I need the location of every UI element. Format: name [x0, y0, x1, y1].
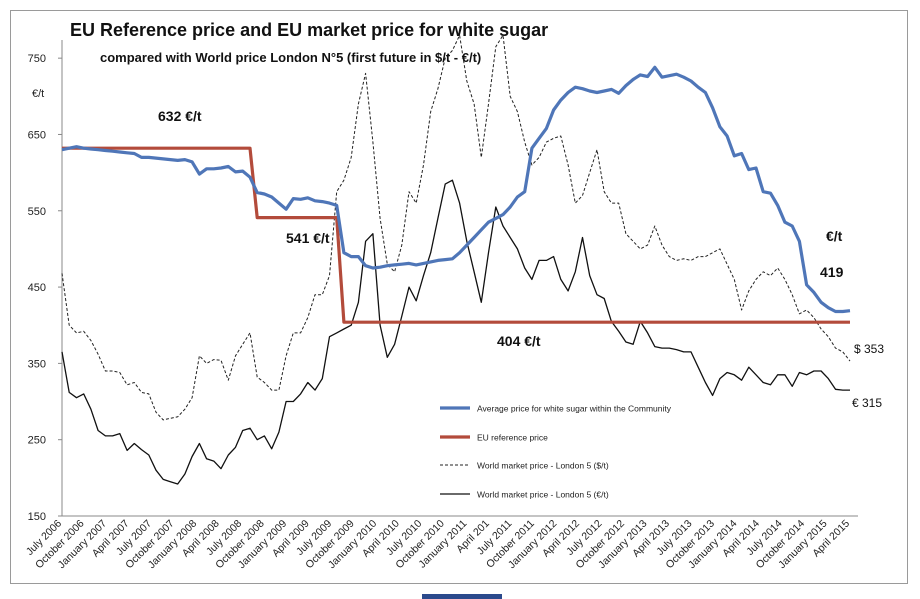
y-tick-labels: 150 250 350 450 550 650 750	[28, 53, 62, 523]
legend-label-1: EU reference price	[477, 433, 548, 443]
series-line-0	[61, 65, 851, 314]
legend-label-3: World market price - London 5 (€/t)	[477, 490, 609, 500]
y-tick-label: 750	[28, 53, 46, 65]
y-tick-label: 250	[28, 435, 46, 447]
y-tick-label: 350	[28, 358, 46, 370]
y-tick-label: 450	[28, 282, 46, 294]
legend-label-2: World market price - London 5 ($/t)	[477, 461, 609, 471]
series-line-1	[62, 146, 850, 324]
y-tick-label: 150	[28, 511, 46, 523]
legend: Average price for white sugar within the…	[440, 404, 672, 500]
chart-subtitle: compared with World price London N°5 (fi…	[100, 50, 482, 65]
y-tick-label: 650	[28, 129, 46, 141]
annotation-ref-632: 632 €/t	[158, 108, 202, 124]
grid-lines	[61, 40, 858, 517]
annotation-eur-end-value: € 315	[852, 396, 883, 410]
legend-label-0: Average price for white sugar within the…	[477, 404, 672, 414]
y-tick-label: 550	[28, 206, 46, 218]
annotation-ref-404: 404 €/t	[497, 333, 541, 349]
annotation-usd-end-value: $ 353	[854, 342, 885, 356]
series-line-3	[61, 179, 850, 485]
bottom-accent-bar	[422, 594, 502, 599]
annotation-ref-541: 541 €/t	[286, 230, 330, 246]
annotation-unit-right: €/t	[826, 228, 843, 244]
series-line-2	[61, 34, 851, 421]
series-lines	[61, 34, 851, 485]
chart-frame	[10, 10, 908, 584]
y-axis-unit-label: €/t	[32, 88, 45, 100]
annotation-eu-end-value: 419	[820, 264, 844, 280]
chart-title: EU Reference price and EU market price f…	[70, 20, 549, 40]
